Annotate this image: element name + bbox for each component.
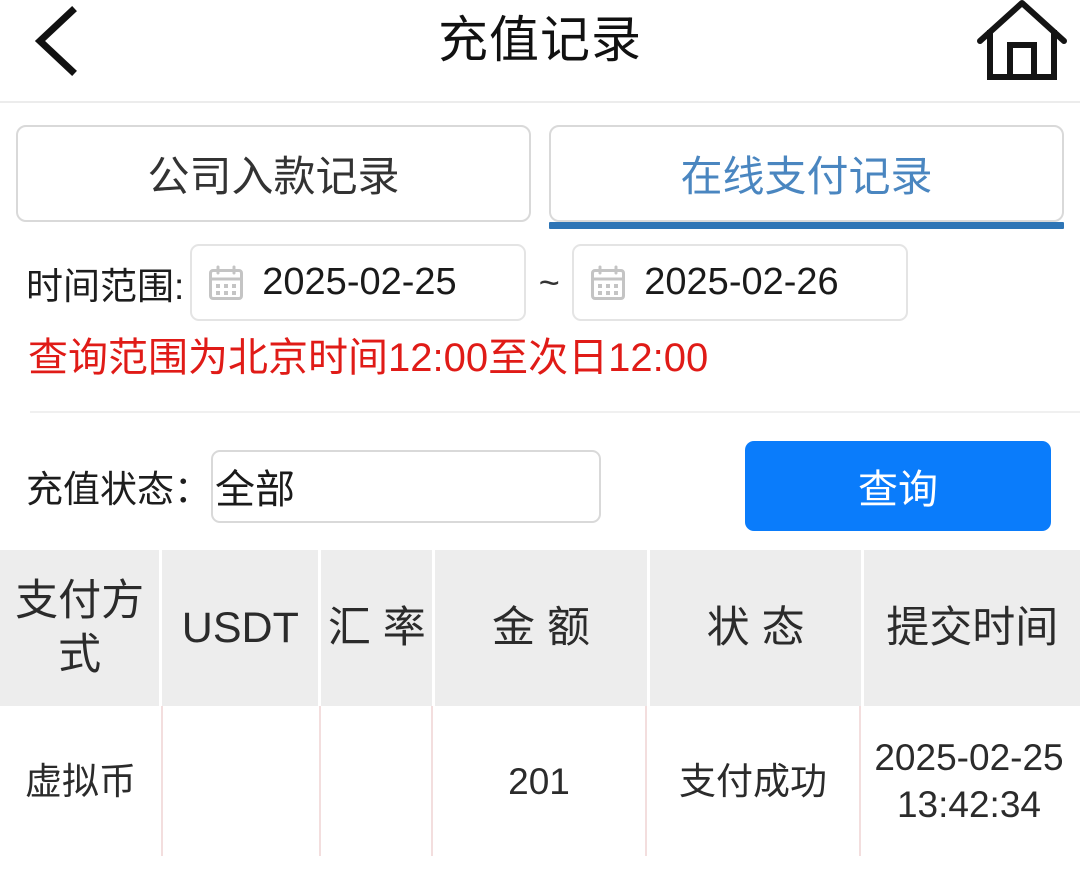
column-header-payment-method: 支付方式 (0, 550, 160, 706)
table-row[interactable]: 虚拟币 201 支付成功 2025-02-25 13:42:34 (0, 706, 1080, 856)
calendar-icon (206, 265, 246, 301)
date-range-label: 时间范围: (26, 265, 185, 307)
cell-rate (319, 706, 431, 856)
tab-label: 在线支付记录 (680, 153, 933, 200)
tab-label: 公司入款记录 (147, 153, 400, 200)
query-button-label: 查询 (858, 468, 938, 512)
tab-company-deposit-records[interactable]: 公司入款记录 (16, 125, 531, 222)
cell-amount: 201 (431, 706, 645, 856)
status-select-value: 全部 (215, 468, 295, 512)
date-range-row: 时间范围: 2025-02-25 ~ (0, 222, 1080, 321)
query-range-warning: 查询范围为北京时间12:00至次日12:00 (28, 336, 709, 380)
cell-status: 支付成功 (645, 706, 859, 856)
column-header-submit-time: 提交时间 (864, 550, 1080, 706)
cell-submit-time: 2025-02-25 13:42:34 (859, 706, 1077, 856)
date-end-value: 2025-02-26 (644, 261, 839, 303)
home-button[interactable] (974, 0, 1070, 86)
date-start-field[interactable]: 2025-02-25 (190, 244, 527, 321)
column-header-amount: 金 额 (435, 550, 647, 706)
chevron-left-icon (28, 5, 84, 77)
table-header-row: 支付方式 USDT 汇 率 金 额 状 态 提交时间 (0, 550, 1080, 706)
home-icon (976, 0, 1068, 83)
back-button[interactable] (18, 2, 94, 80)
cell-usdt (161, 706, 319, 856)
column-header-usdt: USDT (162, 550, 319, 706)
app-header: 充值记录 (0, 0, 1080, 103)
query-button[interactable]: 查询 (745, 441, 1051, 531)
status-filter-row: 充值状态： 全部 查询 (0, 413, 1080, 531)
tab-online-payment-records[interactable]: 在线支付记录 (549, 125, 1064, 229)
status-filter-label: 充值状态： (26, 469, 211, 510)
date-end-field[interactable]: 2025-02-26 (572, 244, 909, 321)
date-range-separator: ~ (538, 261, 560, 303)
record-type-tabs: 公司入款记录 在线支付记录 (0, 103, 1080, 229)
cell-payment-method: 虚拟币 (25, 760, 136, 802)
section-divider (30, 411, 1080, 413)
page-title: 充值记录 (438, 12, 642, 68)
records-table: 支付方式 USDT 汇 率 金 额 状 态 提交时间 虚拟币 201 支付成功 … (0, 550, 1080, 856)
status-select[interactable]: 全部 (211, 449, 601, 523)
column-header-rate: 汇 率 (321, 550, 433, 706)
date-start-value: 2025-02-25 (262, 261, 457, 303)
column-header-status: 状 态 (649, 550, 862, 706)
calendar-icon (588, 265, 628, 301)
